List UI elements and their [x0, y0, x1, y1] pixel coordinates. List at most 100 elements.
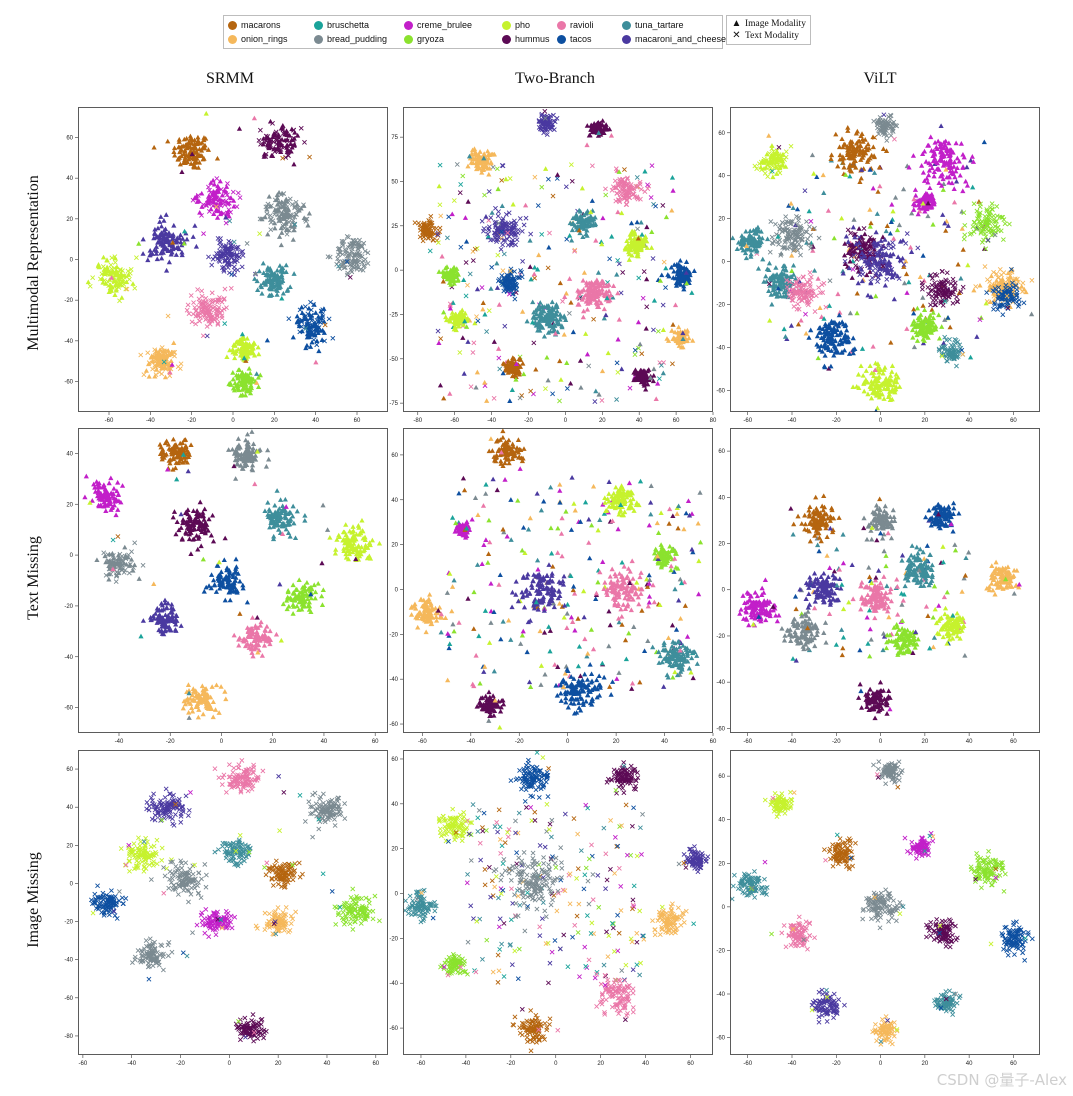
image-modality-point: [179, 249, 185, 255]
text-modality-point: [510, 225, 516, 231]
text-modality-point: [787, 279, 792, 285]
text-modality-point: [528, 231, 534, 237]
text-modality-point: [289, 201, 295, 207]
text-modality-point: [984, 219, 989, 224]
text-modality-point: [920, 282, 925, 288]
image-modality-point: [195, 165, 202, 170]
text-modality-point: [986, 212, 992, 218]
image-modality-point: [734, 246, 740, 252]
image-modality-point: [554, 172, 561, 177]
image-modality-point: [169, 249, 175, 255]
image-modality-point: [287, 284, 293, 290]
text-modality-point: [960, 284, 966, 290]
text-modality-point: [796, 306, 802, 312]
text-modality-point: [626, 184, 632, 190]
image-modality-point: [509, 366, 515, 372]
text-modality-point: [996, 228, 1001, 233]
image-modality-point: [271, 282, 277, 288]
text-modality-point: [117, 268, 123, 273]
text-modality-point: [942, 282, 948, 288]
text-modality-point: [776, 241, 782, 247]
text-modality-point: [227, 270, 232, 276]
text-modality-point: [625, 175, 630, 181]
image-modality-point: [587, 298, 593, 303]
text-modality-point: [427, 219, 433, 225]
image-modality-point: [303, 345, 309, 351]
image-modality-point: [466, 153, 473, 159]
text-modality-point: [943, 277, 949, 283]
image-modality-point: [567, 232, 573, 238]
text-modality-point: [458, 182, 464, 187]
image-modality-point: [862, 258, 868, 264]
image-modality-point: [239, 387, 245, 392]
text-modality-point: [336, 252, 341, 258]
text-modality-point: [197, 318, 202, 324]
text-modality-point: [496, 220, 501, 226]
image-modality-point: [642, 370, 648, 376]
image-modality-point: [179, 169, 185, 175]
image-modality-point: [859, 136, 866, 142]
image-modality-point: [644, 238, 650, 244]
image-modality-point: [471, 146, 478, 151]
image-modality-point: [588, 213, 594, 219]
text-modality-point: [447, 301, 453, 307]
image-modality-point: [290, 237, 296, 242]
y-tick-label: 75: [391, 135, 398, 141]
text-modality-point: [856, 245, 862, 251]
image-modality-point: [495, 186, 501, 192]
image-modality-point: [789, 252, 795, 258]
image-modality-point: [854, 128, 860, 134]
legend-label: hummus: [515, 34, 550, 44]
text-modality-point: [777, 164, 782, 170]
text-modality-point: [535, 203, 541, 208]
text-modality-point: [991, 213, 996, 219]
image-modality-point: [846, 150, 852, 156]
text-modality-point: [230, 189, 236, 195]
image-modality-point: [294, 313, 300, 319]
text-modality-point: [778, 252, 784, 258]
image-modality-point: [669, 207, 675, 213]
image-modality-point: [568, 299, 574, 305]
image-modality-point: [843, 172, 849, 177]
image-modality-point: [456, 323, 462, 329]
legend-text-modality-label: Text Modality: [745, 31, 799, 41]
image-modality-point: [637, 341, 643, 347]
image-modality-point: [651, 297, 658, 303]
image-modality-point: [581, 212, 587, 218]
image-modality-point: [580, 220, 586, 226]
image-modality-point: [938, 123, 944, 129]
text-modality-point: [650, 256, 656, 261]
image-modality-point: [475, 163, 481, 169]
text-modality-point: [622, 167, 627, 172]
image-modality-point: [880, 146, 887, 151]
image-modality-point: [280, 204, 286, 209]
text-modality-point: [804, 219, 809, 225]
text-modality-point: [460, 173, 466, 179]
image-modality-point: [866, 145, 872, 151]
text-modality-point: [272, 197, 278, 203]
text-modality-point: [928, 272, 933, 278]
image-modality-point: [774, 150, 780, 156]
x-tick-label: 0: [231, 418, 235, 424]
image-modality-point: [171, 149, 177, 155]
text-modality-point: [939, 269, 945, 274]
image-modality-point: [855, 138, 861, 144]
image-modality-point: [265, 231, 271, 237]
text-modality-point: [206, 184, 211, 190]
text-modality-point: [498, 246, 504, 252]
image-modality-point: [889, 201, 895, 207]
image-modality-point: [185, 142, 191, 148]
text-modality-point: [803, 311, 808, 317]
image-modality-point: [567, 380, 574, 386]
text-modality-point: [501, 251, 507, 257]
image-modality-point: [236, 387, 242, 393]
image-modality-point: [911, 196, 917, 202]
image-modality-point: [649, 229, 655, 235]
image-modality-point: [545, 330, 552, 335]
text-modality-point: [795, 291, 801, 297]
legend-label: macaroni_and_cheese: [635, 34, 727, 44]
text-modality-point: [519, 269, 524, 275]
image-modality-point: [181, 157, 188, 163]
image-modality-point: [460, 335, 466, 340]
